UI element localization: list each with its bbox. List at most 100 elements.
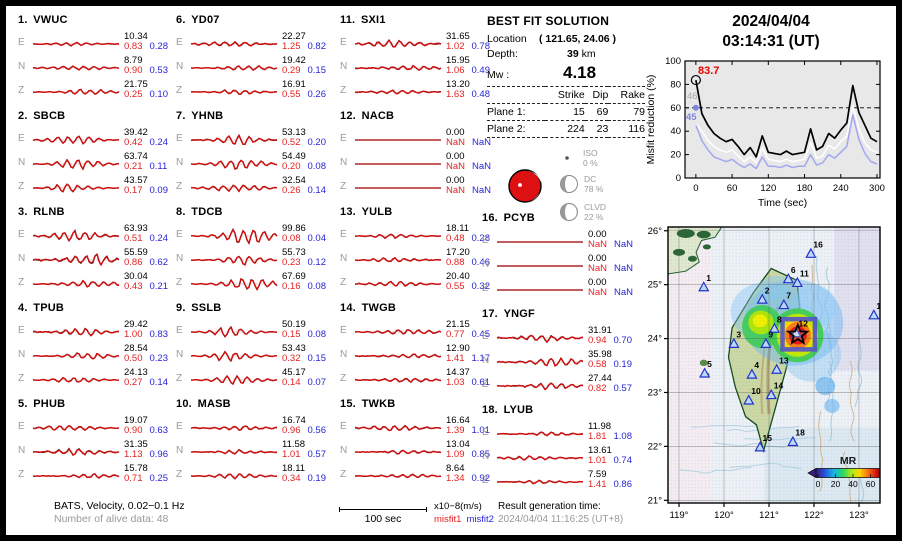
col-rake: Rake [608,86,645,104]
misfit-values: 0.21 0.11 [124,162,167,172]
plane1-rake: 79 [608,103,645,121]
station-number: 3 [736,329,741,339]
misfit1-value: 1.41 [446,353,465,364]
waveform-trace [354,233,442,240]
channel-row: N 28.54 0.50 0.23 [18,342,178,366]
amplitude-value: 50.19 [282,319,306,330]
station-block: 17. YNGF E 31.91 0.94 0.70 N 35.98 0.58 0.19 Z 27.… [482,308,642,396]
misfit1-value: 0.15 [282,329,301,340]
alive-data-count: Number of alive data: 48 [54,513,169,525]
amplitude-value: 18.11 [446,223,470,234]
channel-label: Z [18,180,25,192]
misfit1-value: NaN [588,263,608,274]
channel-row: Z 15.78 0.71 0.25 [18,462,178,486]
synthetic-trace [190,326,277,338]
amplitude-value: 13.61 [588,445,612,456]
station-number: 2 [765,285,770,295]
misfit1-value: 0.23 [282,257,301,268]
channel-row: E 18.11 0.48 0.28 [340,222,500,246]
misfit1-value: 0.27 [124,377,143,388]
station-number: 14 [774,381,784,391]
waveform-trace [354,39,442,48]
waveform-trace [354,256,441,263]
channel-row: Z 43.57 0.17 0.09 [18,174,178,198]
station-number: 4 [754,360,759,370]
synthetic-trace [32,352,120,360]
channel-label: E [18,324,25,336]
plane1-label: Plane 1: [487,103,545,121]
channel-label: E [340,228,347,240]
station-block: 10. MASB E 16.74 0.96 0.56 N 11.58 1.01 0.57 Z 18.… [176,398,336,486]
colorbar-tick: 40 [848,479,858,489]
misfit2-value: 0.19 [307,473,327,484]
trace-values: 27.44 0.82 0.57 [588,374,632,394]
misfit-values: 1.01 0.57 [282,450,326,460]
synthetic-trace [190,448,278,455]
trace-values: 19.07 0.90 0.63 [124,416,168,436]
misfit2-value: 0.63 [149,425,169,436]
station-header: 3. RLNB [18,206,65,218]
channel-row: Z 0.00 NaN NaN [482,276,642,300]
lon-tick-label: 119° [670,510,689,521]
misfit1-value: 0.21 [124,161,143,172]
synthetic-trace [190,184,278,193]
channel-label: N [18,252,26,264]
best-point-marker [690,74,701,86]
station-number: 9 [768,329,773,339]
station-block: 11. SXI1 E 31.65 1.02 0.78 N 15.95 1.06 0.49 Z 13.… [340,14,500,102]
amplitude-value: 0.00 [446,175,465,186]
clvd-pct: 22 % [584,212,604,222]
misfit1-value: 0.25 [124,89,143,100]
channel-row: E 16.74 0.96 0.56 [176,414,336,438]
channel-row: N 0.00 NaN NaN [482,252,642,276]
trace-values: 16.74 0.96 0.56 [282,416,326,436]
waveform-trace [32,447,120,457]
synthetic-trace [191,278,278,291]
station-block: 3. RLNB E 63.93 0.51 0.24 N 55.59 0.86 0.62 Z 30.0… [18,206,178,294]
annotation-low: 45 [686,112,697,123]
x-tick-label: 300 [869,183,885,194]
synthetic-trace [355,64,442,71]
y-axis-label: Misfit reduction (%) [645,75,657,165]
misfit-values: NaN NaN [446,138,491,148]
synthetic-trace [496,479,584,485]
synthetic-trace [354,377,442,383]
misfit2-value: 0.86 [613,479,633,490]
lat-tick-label: 26° [648,226,663,237]
misfit2-value: 0.15 [307,65,327,76]
synthetic-trace [32,41,120,47]
channel-label: Z [18,276,25,288]
station-header: 18. LYUB [482,404,534,416]
misfit2-value: 0.09 [149,185,169,196]
misfit2-value: 0.19 [613,359,633,370]
synthetic-trace [190,41,278,47]
clvd-icon [560,203,578,221]
trace-values: 13.04 1.09 0.85 [446,440,490,460]
channel-row: Z 67.69 0.16 0.08 [176,270,336,294]
misfit2-value: 0.14 [149,377,169,388]
channel-label: N [340,348,348,360]
waveform-trace [32,41,120,47]
amplitude-value: 22.27 [282,31,306,42]
col-strike: Strike [544,86,585,104]
trace-values: 31.35 1.13 0.96 [124,440,168,460]
channel-label: N [482,354,490,366]
channel-row: E 50.19 0.15 0.08 [176,318,336,342]
dc-label: DC [584,174,596,184]
channel-row: N 12.90 1.41 1.17 [340,342,500,366]
station-number: 6 [791,265,796,275]
misfit2-value: 0.20 [307,137,327,148]
misfit1-value: 0.96 [282,425,301,436]
misfit-values: 0.20 0.08 [282,162,326,172]
bandpass-info: BATS, Velocity, 0.02−0.1 Hz [54,500,185,512]
channel-row: N 54.49 0.20 0.08 [176,150,336,174]
lat-tick-label: 23° [648,387,663,398]
misfit1-value: 1.81 [588,431,607,442]
trace-values: 13.61 1.01 0.74 [588,446,632,466]
trace-values: 29.42 1.00 0.83 [124,320,168,340]
trace-values: 24.13 0.27 0.14 [124,368,168,388]
station-header: 12. NACB [340,110,395,122]
x-tick-label: 180 [797,183,813,194]
waveform-trace [190,184,278,193]
